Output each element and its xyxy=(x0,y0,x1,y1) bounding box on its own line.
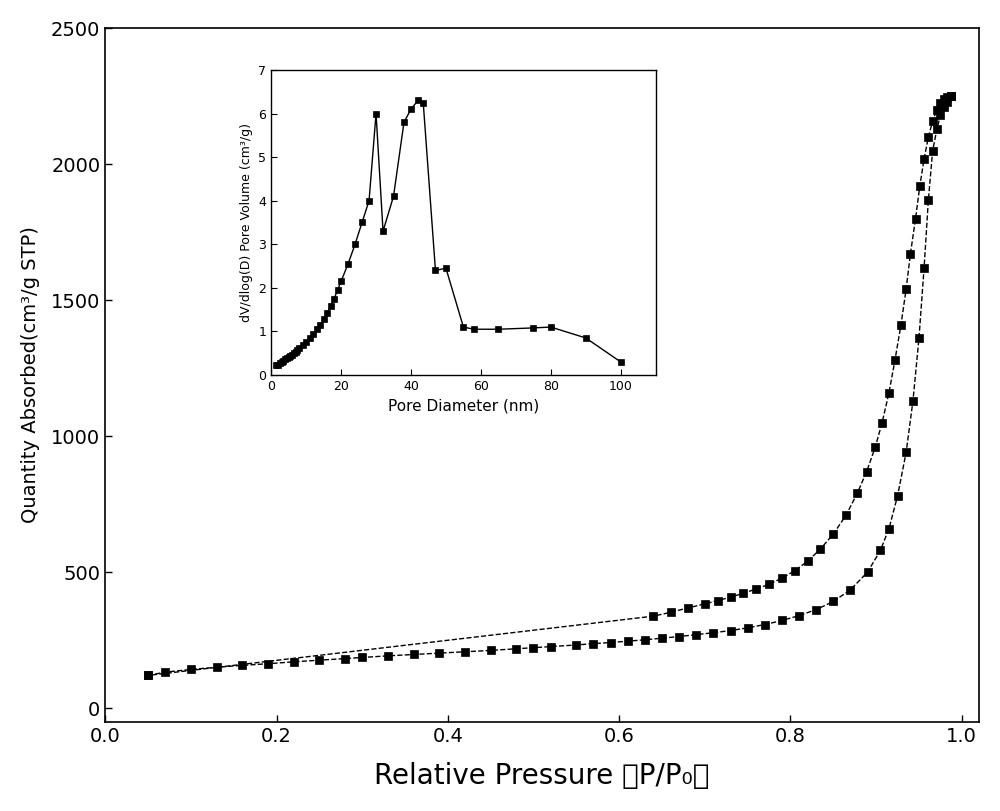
X-axis label: Relative Pressure （P/P₀）: Relative Pressure （P/P₀） xyxy=(374,762,710,790)
Y-axis label: Quantity Absorbed(cm³/g STP): Quantity Absorbed(cm³/g STP) xyxy=(21,226,40,523)
